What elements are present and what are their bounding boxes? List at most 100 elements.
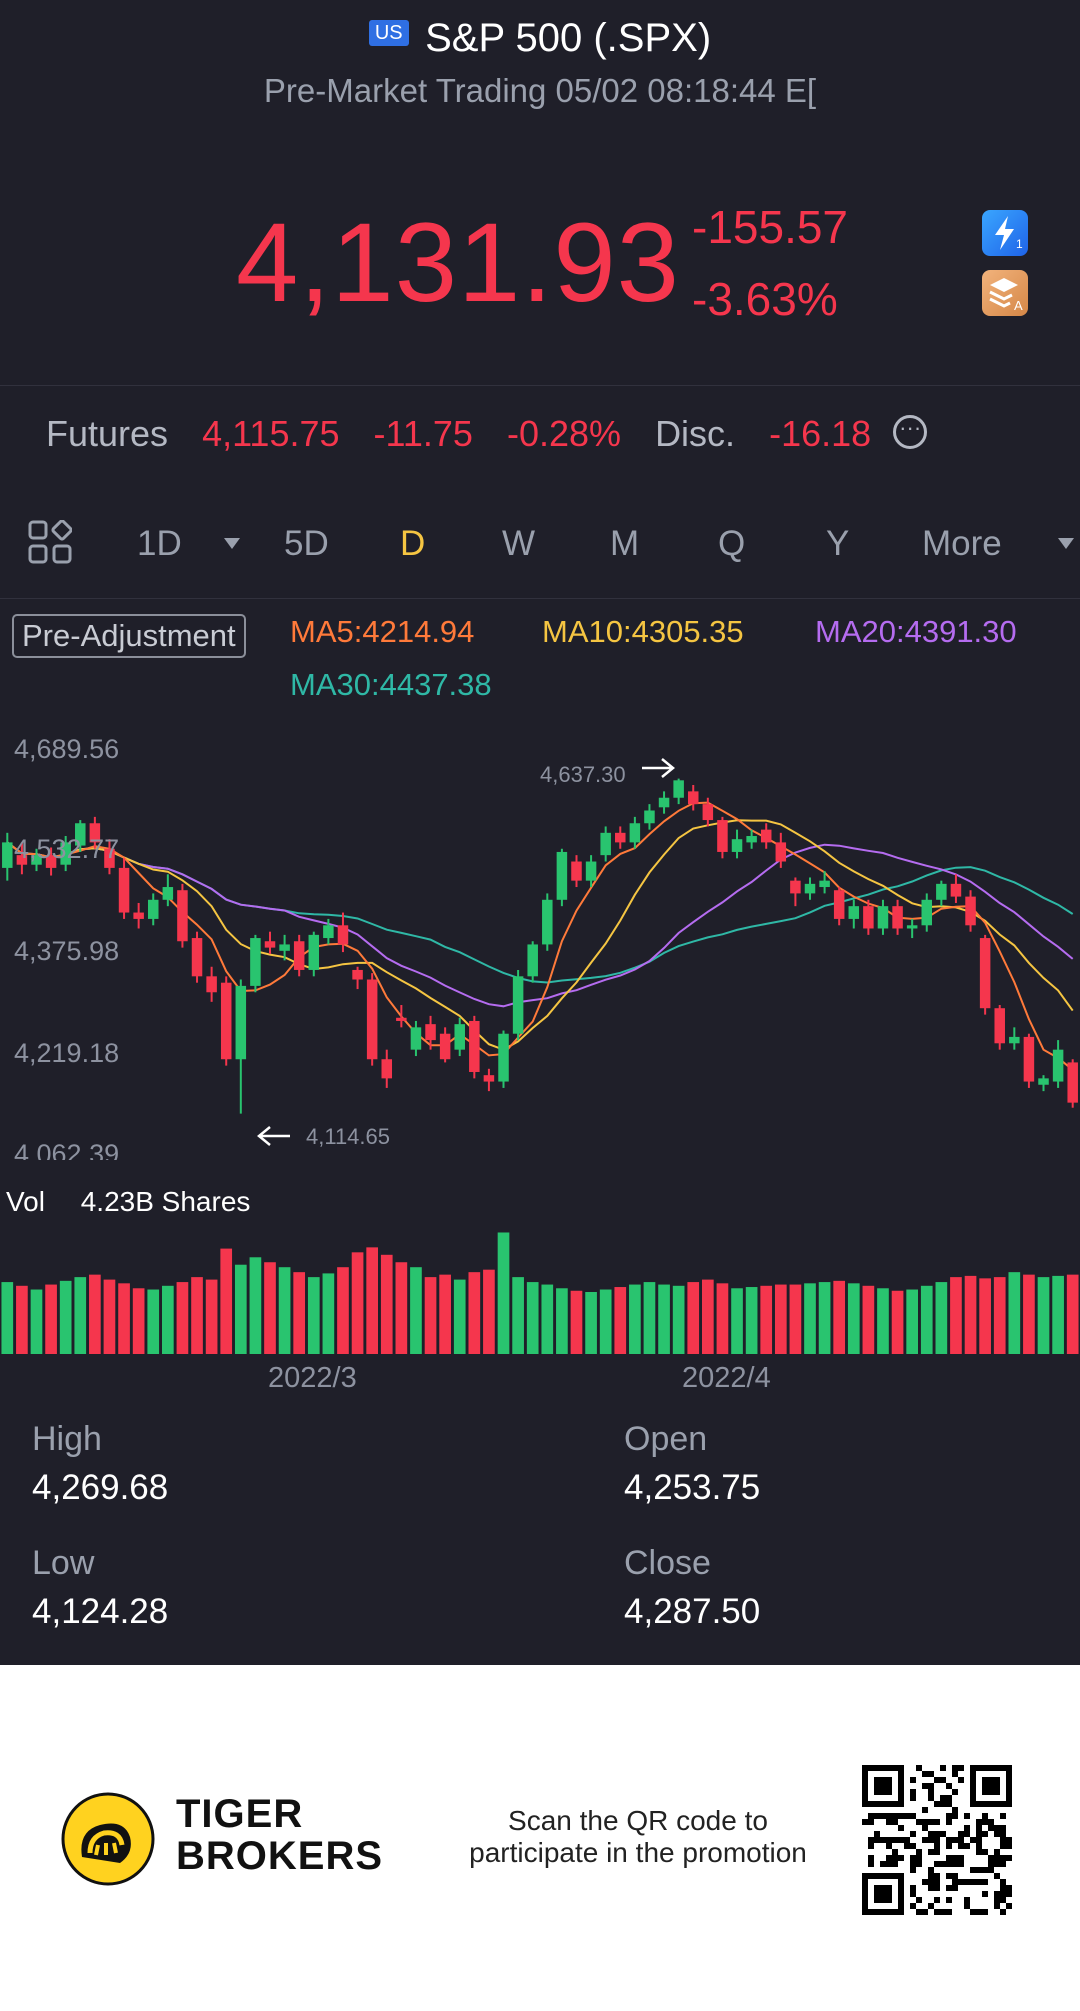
candle — [308, 934, 320, 970]
candle — [352, 969, 363, 980]
volume-bar — [585, 1292, 597, 1354]
tab-year[interactable]: Y — [826, 524, 850, 563]
grid-icon[interactable] — [28, 520, 72, 564]
chevron-down-icon[interactable] — [1058, 538, 1074, 549]
volume-bar — [234, 1264, 247, 1354]
qr-code-icon[interactable] — [862, 1765, 1012, 1915]
candle — [366, 979, 378, 1060]
lightning-icon[interactable]: 1 — [982, 210, 1028, 256]
volume-bar — [541, 1284, 554, 1354]
volume-bar — [89, 1274, 101, 1354]
volume-bar — [337, 1267, 349, 1354]
candle — [775, 842, 787, 862]
candle — [746, 836, 757, 843]
volume-bar — [570, 1290, 583, 1354]
tab-week[interactable]: W — [502, 524, 536, 563]
divider — [0, 598, 1080, 599]
candle — [979, 938, 991, 1009]
ellipsis-circle-icon[interactable]: ··· — [893, 415, 928, 450]
volume-label: Vol — [6, 1186, 45, 1217]
volume-bar — [745, 1287, 758, 1354]
volume-bar — [877, 1288, 889, 1354]
volume-bar — [468, 1272, 481, 1354]
volume-bar — [658, 1284, 670, 1354]
volume-row: Vol 4.23B Shares — [6, 1186, 278, 1218]
volume-bar — [964, 1275, 977, 1354]
ma10-label: MA10:4305.35 — [542, 614, 744, 649]
futures-row[interactable]: Futures 4,115.75 -11.75 -0.28% Disc. -16… — [46, 413, 951, 455]
futures-label: Futures — [46, 413, 169, 454]
candle — [585, 861, 597, 881]
candle — [410, 1027, 422, 1050]
candle — [235, 985, 247, 1060]
candle — [118, 867, 130, 913]
volume-bar — [672, 1285, 685, 1354]
volume-bar — [191, 1277, 203, 1354]
candle — [75, 823, 86, 846]
volume-bar — [1052, 1275, 1064, 1354]
candle — [863, 906, 874, 929]
candle — [615, 832, 626, 843]
tab-month[interactable]: M — [610, 524, 640, 563]
candle — [790, 880, 801, 894]
brand-line-1: TIGER — [176, 1792, 304, 1836]
svg-text:A: A — [1014, 298, 1023, 313]
trading-status: Pre-Market Trading 05/02 08:18:44 E[ — [263, 72, 817, 109]
layers-icon[interactable]: A — [982, 270, 1028, 316]
volume-bar — [629, 1284, 641, 1354]
candle — [965, 896, 976, 926]
candle — [60, 842, 71, 865]
quote-header: US S&P 500 (.SPX) Pre-Market Trading 05/… — [0, 0, 1080, 385]
volume-bar — [162, 1285, 174, 1354]
futures-price: 4,115.75 — [202, 413, 340, 454]
tab-quarter[interactable]: Q — [718, 524, 746, 563]
ma20-line — [6, 841, 1074, 1008]
page-title: S&P 500 (.SPX) — [425, 16, 712, 60]
candle — [220, 982, 232, 1060]
ma10-line — [6, 819, 1074, 1051]
candle — [658, 797, 670, 808]
candle — [556, 851, 568, 900]
high-marker: 4,637.30 — [540, 762, 626, 787]
title-row: US S&P 500 (.SPX) — [0, 16, 1080, 61]
adjustment-toggle[interactable]: Pre-Adjustment — [12, 614, 246, 658]
candle — [323, 925, 334, 939]
candlestick-chart[interactable]: 4,689.56 4,532.77 4,375.98 4,219.18 4,06… — [0, 720, 1080, 1160]
candle — [673, 780, 684, 798]
promo-footer: TIGER BROKERS Scan the QR code to partic… — [0, 1665, 1080, 2011]
tab-day[interactable]: D — [400, 524, 426, 563]
candle — [250, 938, 261, 986]
volume-bar — [512, 1277, 524, 1354]
candle — [439, 1033, 451, 1060]
tab-1d[interactable]: 1D — [137, 524, 182, 563]
volume-bar — [833, 1280, 846, 1354]
volume-bar — [205, 1279, 218, 1354]
volume-bar — [483, 1269, 495, 1354]
volume-bar — [132, 1288, 145, 1354]
divider — [0, 385, 1080, 386]
volume-bar — [1037, 1277, 1050, 1354]
ma20-label: MA20:4391.30 — [815, 614, 1017, 649]
ma30-label: MA30:4437.38 — [290, 667, 492, 702]
volume-bar — [264, 1262, 276, 1354]
volume-bar — [439, 1274, 451, 1354]
candle — [906, 925, 918, 929]
volume-bar — [731, 1288, 743, 1354]
chevron-down-icon[interactable] — [224, 538, 240, 549]
candle — [191, 938, 203, 977]
volume-chart[interactable] — [0, 1226, 1080, 1354]
tab-5d[interactable]: 5D — [284, 524, 329, 563]
candle — [425, 1024, 436, 1041]
volume-bar — [278, 1267, 291, 1354]
volume-bar — [993, 1277, 1006, 1354]
y-tick: 4,062.39 — [14, 1139, 119, 1160]
futures-change: -11.75 — [373, 413, 473, 454]
volume-value: 4.23B Shares — [80, 1186, 251, 1217]
candle — [31, 855, 42, 865]
candle — [104, 848, 115, 868]
y-tick: 4,689.56 — [14, 734, 119, 764]
tab-more[interactable]: More — [922, 524, 1002, 563]
candle — [950, 883, 962, 897]
volume-bar — [716, 1283, 729, 1354]
candle — [381, 1059, 393, 1079]
